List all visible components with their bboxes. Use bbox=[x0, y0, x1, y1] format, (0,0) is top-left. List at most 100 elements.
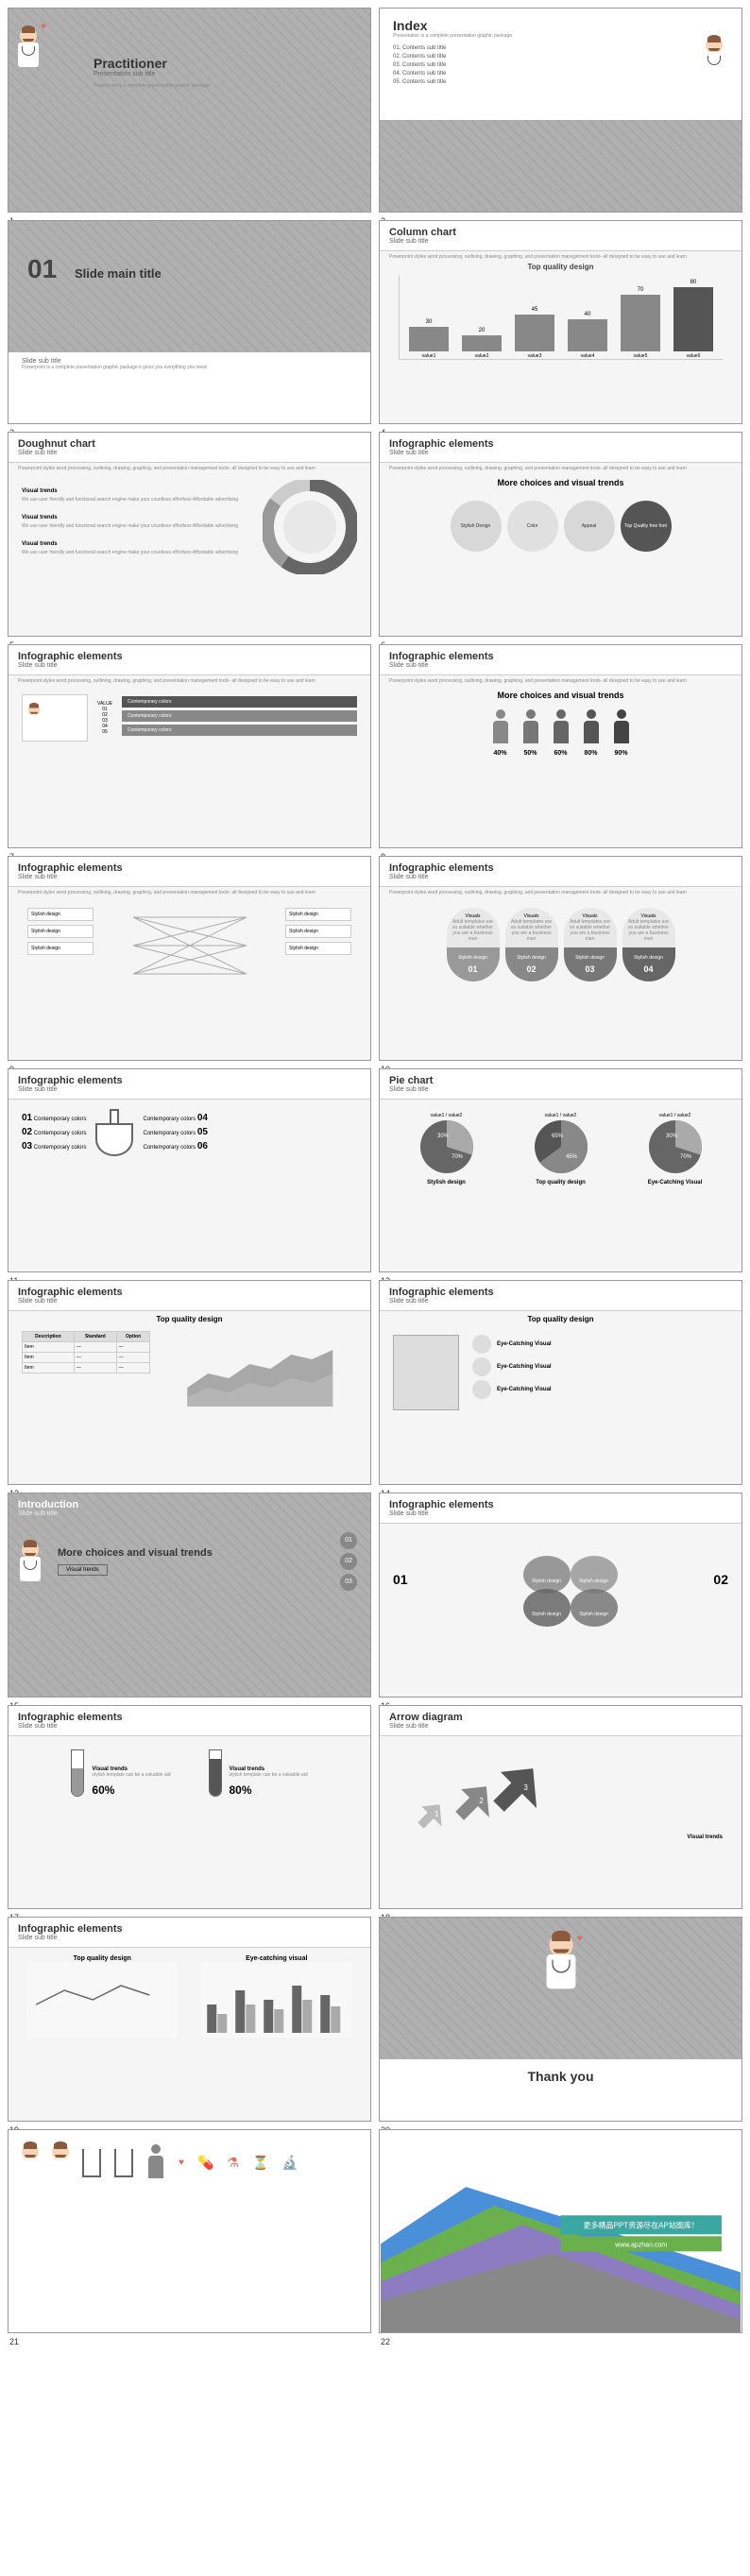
area-chart bbox=[163, 1331, 357, 1411]
visual-trends-button[interactable]: Visual trends bbox=[58, 1564, 108, 1576]
slide-subtitle: Slide sub title bbox=[389, 662, 732, 669]
slide-16: Infographic elementsSlide sub title 01 S… bbox=[379, 1493, 742, 1697]
index-item: 01. Contents sub title bbox=[393, 44, 728, 53]
right-column: Stylish designStylish designStylish desi… bbox=[285, 908, 351, 955]
slide-title: Infographic elements bbox=[18, 1287, 361, 1298]
slide-subtitle: Slide sub title bbox=[389, 1086, 732, 1093]
slide-14: Infographic elementsSlide sub title Top … bbox=[379, 1280, 742, 1485]
legs-icon bbox=[82, 2149, 101, 2177]
slide-1-wrap: ♥ Practitioner Presentation sub title Po… bbox=[8, 8, 371, 213]
donut-legend-item: Visual trendsWe use user friendly and fu… bbox=[22, 480, 244, 503]
flask-icon: ⚗ bbox=[227, 2155, 239, 2171]
slide-8-wrap: Infographic elementsSlide sub title Powe… bbox=[379, 644, 742, 849]
slide-subtitle: Slide sub title bbox=[18, 1723, 361, 1730]
index-item: 03. Contents sub title bbox=[393, 61, 728, 70]
legs-icon bbox=[114, 2149, 133, 2177]
svg-text:1: 1 bbox=[435, 1810, 439, 1818]
slide-title: Infographic elements bbox=[18, 862, 361, 874]
slide-title: Infographic elements bbox=[18, 1712, 361, 1723]
section-heading: More choices and visual trends bbox=[58, 1547, 213, 1559]
slide-6-wrap: Infographic elementsSlide sub title Powe… bbox=[379, 432, 742, 637]
donut-subtitle: Slide sub title bbox=[18, 450, 361, 456]
donut-title: Doughnut chart bbox=[18, 438, 361, 450]
note: Powerpoint is a complete presentation gr… bbox=[94, 83, 210, 89]
main-title: Practitioner bbox=[94, 56, 210, 71]
slide-title: Infographic elements bbox=[18, 1075, 361, 1086]
svg-text:65%: 65% bbox=[552, 1134, 564, 1139]
slide-title: Infographic elements bbox=[389, 862, 732, 874]
grouped-bar-chart bbox=[196, 1962, 358, 2038]
slide-title: Infographic elements bbox=[18, 1923, 361, 1935]
slide-15-wrap: IntroductionSlide sub title More choices… bbox=[8, 1493, 371, 1697]
slide-22-wrap: 更多精品PPT资源尽在AP站图库！ www.apzhan.com 22 bbox=[379, 2129, 742, 2334]
hourglass-icon: ⏳ bbox=[252, 2155, 268, 2171]
heart-icon: ♥ bbox=[179, 2158, 184, 2168]
slide-title: Arrow diagram bbox=[389, 1712, 732, 1723]
left-list: 01 Contemporary colors02 Contemporary co… bbox=[22, 1113, 86, 1152]
donut-legend-item: Visual trendsWe use user friendly and fu… bbox=[22, 533, 244, 555]
donut-legend-item: Visual trendsWe use user friendly and fu… bbox=[22, 506, 244, 529]
slide-16-wrap: Infographic elementsSlide sub title 01 S… bbox=[379, 1493, 742, 1697]
index-list: 01. Contents sub title 02. Contents sub … bbox=[393, 44, 728, 87]
slide-12: Pie chartSlide sub title value1 / value2… bbox=[379, 1068, 742, 1273]
section-heading: More choices and visual trends bbox=[380, 478, 741, 487]
slide-17-wrap: Infographic elementsSlide sub title Visu… bbox=[8, 1705, 371, 1910]
slide-3: 01 Slide main title Slide sub title Powe… bbox=[8, 220, 371, 425]
svg-text:30%: 30% bbox=[437, 1134, 450, 1139]
slide-18-wrap: Arrow diagramSlide sub title 123Visual t… bbox=[379, 1705, 742, 1910]
doctor-illustration: ♥ bbox=[553, 1941, 570, 1986]
slide-10: Infographic elementsSlide sub title Powe… bbox=[379, 856, 742, 1061]
left-column: Stylish designStylish designStylish desi… bbox=[27, 908, 94, 955]
num-badge: 03 bbox=[340, 1574, 357, 1591]
line-chart bbox=[22, 1962, 183, 2038]
slide-subtitle: Slide sub title bbox=[389, 1723, 732, 1730]
slide-note: Powerpoint styles word processing, outli… bbox=[9, 675, 370, 687]
num-label: 02 bbox=[713, 1572, 728, 1587]
svg-text:70%: 70% bbox=[680, 1154, 692, 1160]
slide-9: Infographic elementsSlide sub title Powe… bbox=[8, 856, 371, 1061]
donut-note: Powerpoint styles word processing, outli… bbox=[9, 463, 370, 474]
slide-9-wrap: Infographic elementsSlide sub title Powe… bbox=[8, 856, 371, 1061]
slide-1: ♥ Practitioner Presentation sub title Po… bbox=[8, 8, 371, 213]
slide-15: IntroductionSlide sub title More choices… bbox=[8, 1493, 371, 1697]
slide-number: 22 bbox=[381, 2337, 390, 2346]
index-item: 04. Contents sub title bbox=[393, 70, 728, 78]
index-note: Presentation is a complete presentation … bbox=[393, 33, 728, 39]
microscope-icon: 🔬 bbox=[281, 2155, 298, 2171]
subtitle: Presentation sub title bbox=[94, 71, 210, 77]
section-heading: More choices and visual trends bbox=[380, 691, 741, 700]
panel-heading: Eye-catching visual bbox=[196, 1955, 358, 1962]
slide-19-wrap: Infographic elementsSlide sub title Top … bbox=[8, 1917, 371, 2122]
people-row: 40%50%60%80%90% bbox=[380, 704, 741, 762]
slide-11: Infographic elementsSlide sub title 01 C… bbox=[8, 1068, 371, 1273]
svg-text:70%: 70% bbox=[452, 1154, 464, 1160]
slide-note: Powerpoint styles word processing, outli… bbox=[380, 887, 741, 898]
banner-graphic: 更多精品PPT资源尽在AP站图库！ www.apzhan.com bbox=[380, 2130, 741, 2333]
slide-21-wrap: ♥ 💊 ⚗ ⏳ 🔬 21 bbox=[8, 2129, 371, 2334]
doctor-illustration bbox=[706, 37, 723, 81]
doctor-icon bbox=[52, 2143, 69, 2183]
slide-4-wrap: Column chart Slide sub title Powerpoint … bbox=[379, 220, 742, 425]
slide-grid: ♥ Practitioner Presentation sub title Po… bbox=[0, 0, 750, 2341]
heart-icon: ♥ bbox=[41, 22, 46, 32]
num-badge: 02 bbox=[340, 1553, 357, 1570]
flask-icon bbox=[95, 1109, 133, 1156]
panel-heading: Top quality design bbox=[22, 1955, 183, 1962]
num-badge: 01 bbox=[340, 1532, 357, 1549]
slide-14-wrap: Infographic elementsSlide sub title Top … bbox=[379, 1280, 742, 1485]
num-label: 01 bbox=[393, 1572, 408, 1587]
value-row: 05 bbox=[97, 729, 112, 735]
section-heading: Top quality design bbox=[384, 1315, 738, 1323]
chart-slide-title: Column chart bbox=[389, 227, 732, 238]
doughnut-chart bbox=[263, 480, 357, 574]
arrow-diagram: 123Visual trends bbox=[380, 1736, 741, 1840]
slide-18: Arrow diagramSlide sub title 123Visual t… bbox=[379, 1705, 742, 1910]
slide-6: Infographic elementsSlide sub title Powe… bbox=[379, 432, 742, 637]
slide-subtitle: Slide sub title bbox=[389, 450, 732, 456]
slide-note: Powerpoint styles word processing, outli… bbox=[380, 463, 741, 474]
index-item: 02. Contents sub title bbox=[393, 53, 728, 61]
slide-subtitle: Slide sub title bbox=[18, 662, 361, 669]
slide-title: Infographic elements bbox=[18, 651, 361, 662]
slide-20: ♥ Thank you bbox=[379, 1917, 742, 2122]
circle-row: Stylish DesignColorAppealTop Quality fre… bbox=[380, 491, 741, 561]
